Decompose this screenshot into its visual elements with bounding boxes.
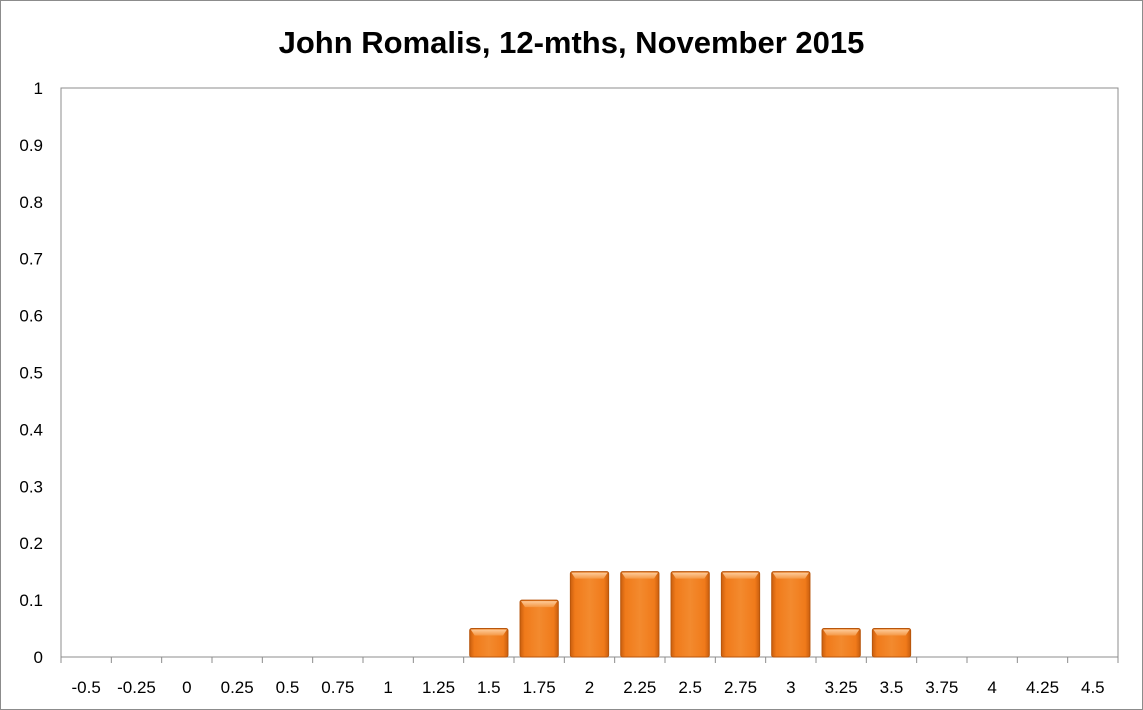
y-tick-label: 1 <box>34 79 43 98</box>
x-tick-label: 2 <box>585 678 594 697</box>
x-tick-label: 2.25 <box>623 678 656 697</box>
bar-3.5 <box>871 628 912 658</box>
x-tick-label: 2.75 <box>724 678 757 697</box>
x-tick-label: 3 <box>786 678 795 697</box>
x-tick-label: -0.5 <box>72 678 101 697</box>
y-tick-label: 0.9 <box>19 136 43 155</box>
x-tick-label: 0.75 <box>321 678 354 697</box>
bar-2.5 <box>670 571 710 658</box>
x-tick-label: 0.25 <box>221 678 254 697</box>
x-tick-label: 3.75 <box>925 678 958 697</box>
x-tick-label: 1.75 <box>523 678 556 697</box>
chart-title: John Romalis, 12-mths, November 2015 <box>278 25 865 60</box>
y-tick-label: 0.6 <box>19 307 43 326</box>
bar-1.75 <box>519 599 559 658</box>
x-tick-label: 4.25 <box>1026 678 1059 697</box>
bar-1.5 <box>469 628 509 658</box>
x-tick-label: 0.5 <box>276 678 300 697</box>
bar-2.75 <box>720 571 761 658</box>
bar-2 <box>569 571 610 658</box>
x-tick-label: 0 <box>182 678 191 697</box>
y-tick-label: 0.3 <box>19 477 43 496</box>
y-tick-label: 0.4 <box>19 420 43 439</box>
y-tick-label: 0.1 <box>19 591 43 610</box>
x-tick-label: 4.5 <box>1081 678 1105 697</box>
x-tick-label: 3.5 <box>880 678 904 697</box>
y-tick-label: 0.8 <box>19 193 43 212</box>
x-tick-label: 2.5 <box>678 678 702 697</box>
x-tick-label: 3.25 <box>825 678 858 697</box>
x-tick-label: 1 <box>383 678 392 697</box>
x-tick-label: 1.5 <box>477 678 501 697</box>
x-tick-label: 4 <box>987 678 996 697</box>
y-tick-label: 0 <box>34 648 43 667</box>
x-tick-label: -0.25 <box>117 678 156 697</box>
bar-2.25 <box>620 571 660 658</box>
bar-3.25 <box>821 628 861 658</box>
bar-3 <box>771 571 811 658</box>
y-tick-label: 0.2 <box>19 534 43 553</box>
y-tick-label: 0.5 <box>19 364 43 383</box>
y-tick-label: 0.7 <box>19 250 43 269</box>
x-tick-label: 1.25 <box>422 678 455 697</box>
plot-area <box>60 87 1119 658</box>
